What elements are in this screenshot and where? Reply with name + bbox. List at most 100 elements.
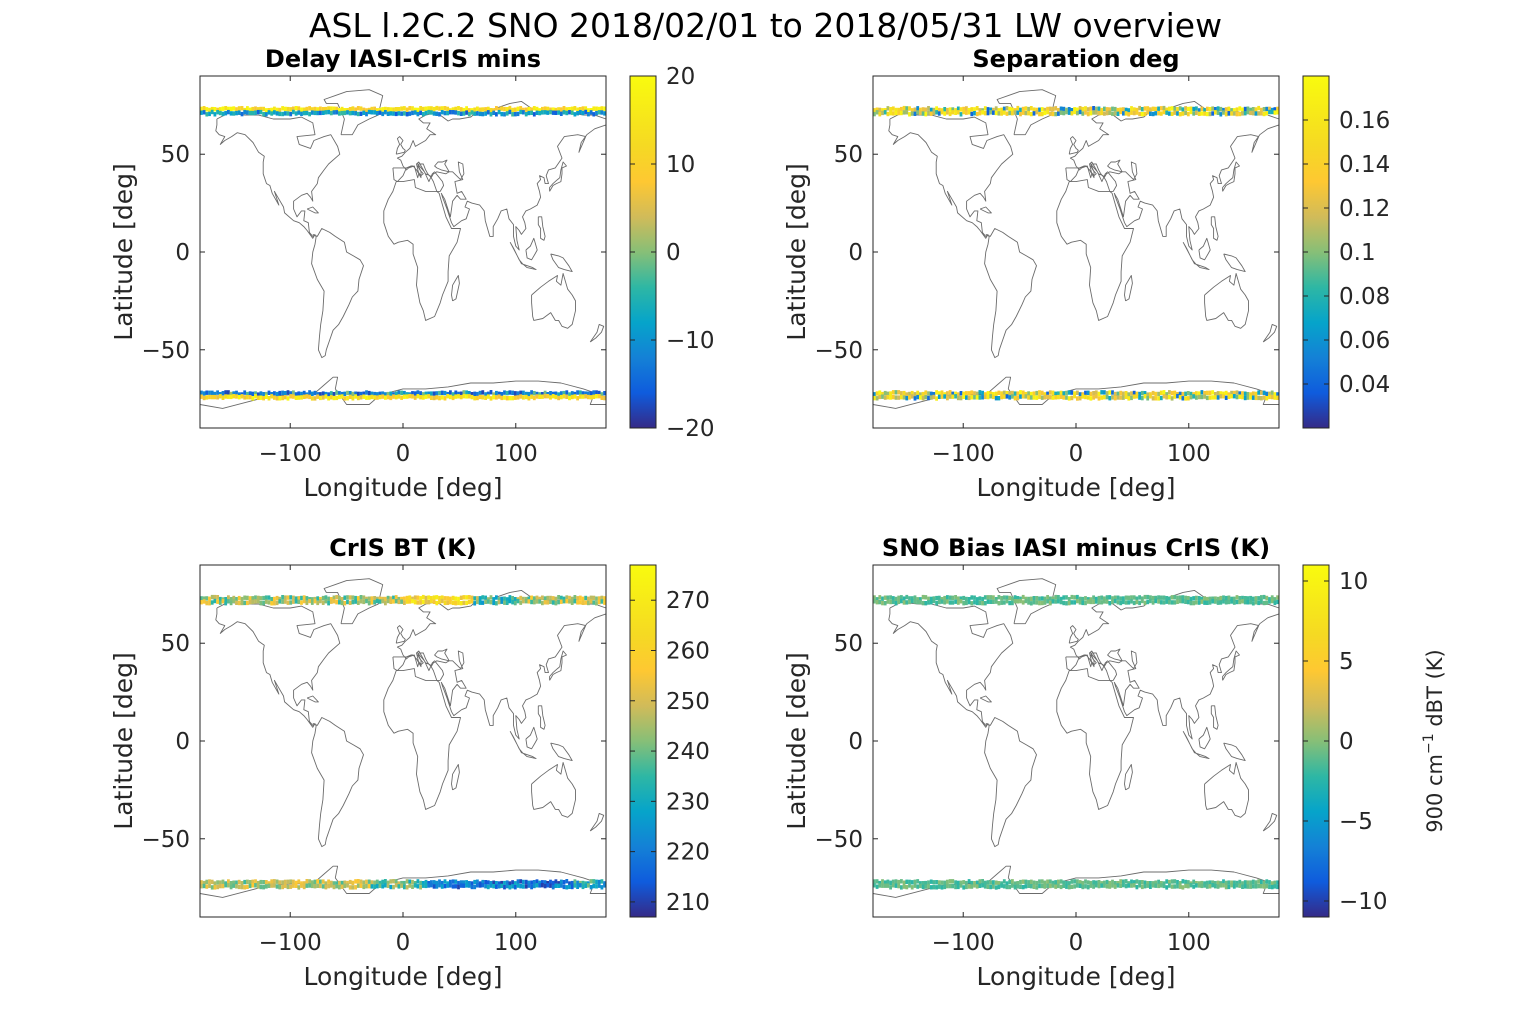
sno-point: [546, 595, 550, 601]
sno-point: [894, 390, 898, 395]
sno-point: [1011, 600, 1014, 606]
sno-point: [1086, 599, 1090, 604]
sno-point: [1111, 106, 1114, 111]
sno-point: [451, 595, 455, 601]
sno-point: [568, 881, 571, 886]
sno-point: [881, 110, 884, 116]
sno-point: [375, 392, 379, 397]
sno-point: [1138, 395, 1141, 400]
sno-point: [1127, 883, 1131, 888]
sno-point: [965, 600, 968, 606]
sno-point: [983, 111, 987, 116]
sno-point: [1076, 879, 1079, 884]
sno-point: [584, 109, 588, 115]
sno-point: [948, 595, 952, 600]
sno-point: [562, 596, 566, 601]
colorbar-tick-label: 220: [666, 840, 710, 866]
sno-point: [481, 595, 485, 600]
sno-point: [489, 595, 493, 600]
coastline: [1065, 589, 1280, 740]
sno-point: [1019, 107, 1022, 113]
sno-point: [338, 880, 341, 886]
sno-point: [1073, 107, 1076, 112]
sno-point: [473, 107, 477, 112]
sno-point: [495, 881, 498, 886]
sno-point: [1208, 111, 1212, 117]
sno-point: [981, 596, 984, 602]
sno-point: [1059, 596, 1063, 602]
sno-point: [462, 600, 466, 606]
sno-point: [1122, 599, 1125, 605]
sno-point: [394, 391, 398, 396]
coastline: [979, 695, 992, 703]
sno-point: [1103, 395, 1106, 400]
sno-point: [1146, 881, 1150, 886]
sno-point: [1254, 596, 1258, 601]
sno-point: [1029, 395, 1033, 400]
sno-point: [1103, 880, 1106, 885]
sno-point: [581, 880, 585, 886]
sno-point: [948, 600, 952, 605]
sno-point: [283, 599, 287, 604]
sno-point: [459, 880, 463, 885]
sno-point: [1173, 390, 1177, 395]
sno-point: [1205, 600, 1209, 605]
sno-point: [289, 884, 293, 889]
sno-point: [894, 395, 898, 400]
sno-point: [1232, 596, 1236, 601]
sno-point: [218, 600, 222, 605]
sno-point: [1097, 396, 1101, 401]
sno-point: [256, 392, 260, 397]
sno-point: [940, 390, 944, 395]
sno-point: [524, 884, 528, 889]
sno-point: [1208, 880, 1212, 885]
sno-point: [1132, 595, 1136, 600]
sno-point: [495, 595, 498, 600]
sno-point: [384, 600, 387, 606]
sno-point: [889, 111, 892, 116]
sno-point: [243, 395, 247, 400]
sno-point: [359, 879, 363, 884]
sno-point: [1108, 110, 1112, 115]
sno-point: [908, 879, 911, 885]
sno-point: [1235, 107, 1239, 112]
sno-point: [273, 601, 276, 606]
sno-point: [378, 883, 382, 888]
sno-point: [894, 883, 898, 888]
sno-point: [1159, 390, 1163, 395]
sno-point: [557, 110, 560, 115]
sno-point: [264, 884, 268, 889]
sno-point: [316, 596, 320, 601]
sno-point: [535, 879, 539, 884]
coastline: [395, 136, 406, 155]
sno-point: [592, 879, 596, 884]
sno-point: [543, 390, 547, 396]
sno-point: [1184, 599, 1187, 604]
sno-point: [1208, 107, 1212, 112]
sno-point: [416, 394, 420, 399]
sno-point: [229, 111, 233, 116]
sno-point: [1043, 600, 1047, 605]
sno-point: [262, 106, 265, 112]
sno-point: [530, 599, 533, 605]
sno-point: [264, 112, 268, 117]
sno-point: [1032, 880, 1036, 885]
sno-point: [297, 596, 301, 601]
sno-point: [470, 392, 474, 397]
sno-point: [424, 394, 428, 399]
sno-point: [262, 112, 265, 117]
sno-point: [208, 596, 211, 601]
sno-point: [403, 884, 406, 890]
coastline: [550, 253, 573, 273]
sno-point: [213, 391, 217, 397]
sno-point: [989, 880, 993, 885]
sno-point: [397, 107, 401, 112]
sno-point: [1262, 390, 1266, 395]
sno-point: [994, 885, 998, 890]
sno-point: [1140, 880, 1144, 885]
sno-point: [1008, 110, 1012, 116]
sno-point: [440, 884, 444, 889]
sno-point: [378, 110, 382, 115]
sno-point: [589, 885, 593, 890]
sno-point: [478, 107, 482, 112]
